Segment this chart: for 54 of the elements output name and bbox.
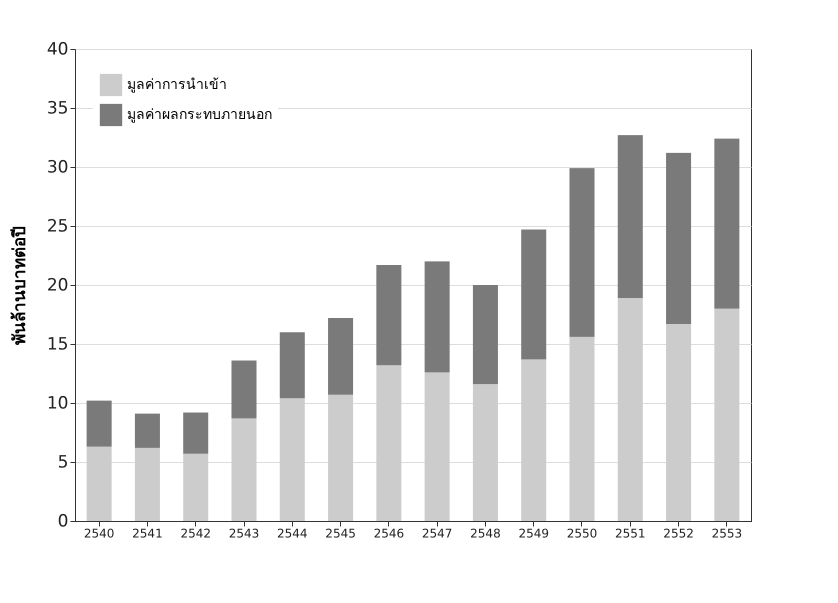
bar xyxy=(280,332,305,398)
bar xyxy=(134,448,160,521)
x-tick-label: 2547 xyxy=(422,526,452,540)
bar xyxy=(569,336,595,521)
x-tick-label: 2551 xyxy=(615,526,646,540)
bar xyxy=(183,454,208,521)
bar xyxy=(472,285,498,384)
bar xyxy=(569,168,595,337)
legend-label: มูลค่าการนำเข้า xyxy=(127,77,227,93)
x-tick-label: 2552 xyxy=(663,526,694,540)
bar xyxy=(666,152,692,324)
bar xyxy=(376,365,402,521)
bar xyxy=(472,384,498,521)
bar xyxy=(231,418,257,521)
y-tick-label: 0 xyxy=(58,512,68,532)
legend-label: มูลค่าผลกระทบภายนอก xyxy=(127,107,272,123)
bar xyxy=(328,394,354,521)
bar xyxy=(86,446,112,521)
y-tick-label: 30 xyxy=(46,158,68,178)
x-tick-label: 2541 xyxy=(132,526,163,540)
bar xyxy=(328,318,354,395)
x-tick-label: 2543 xyxy=(228,526,260,540)
y-tick-label: 10 xyxy=(46,394,68,414)
x-tick-label: 2550 xyxy=(566,526,598,540)
bar xyxy=(666,324,692,521)
x-tick-label: 2553 xyxy=(712,526,742,540)
bar xyxy=(521,230,546,360)
y-axis-title: พันล้านบาทต่อปี xyxy=(8,226,30,345)
y-tick-label: 15 xyxy=(46,334,68,354)
bar xyxy=(231,360,257,418)
x-tick-label: 2548 xyxy=(470,526,501,540)
bar xyxy=(521,359,546,521)
y-tick-label: 25 xyxy=(46,216,68,236)
x-tick-label: 2542 xyxy=(180,526,211,540)
bar xyxy=(86,400,112,447)
bar xyxy=(376,264,402,366)
bar xyxy=(280,398,305,521)
x-tick-label: 2540 xyxy=(84,526,114,540)
bar xyxy=(424,261,450,372)
bar xyxy=(183,412,208,454)
bar xyxy=(714,138,740,309)
y-tick-label: 5 xyxy=(58,452,68,472)
bar xyxy=(424,372,450,521)
x-tick-label: 2546 xyxy=(374,526,404,540)
y-tick-label: 35 xyxy=(46,98,68,118)
bar xyxy=(618,135,643,298)
bar xyxy=(134,414,160,448)
y-tick-label: 40 xyxy=(46,40,68,60)
bar xyxy=(714,308,740,521)
x-tick-label: 2549 xyxy=(518,526,549,540)
bar xyxy=(618,298,643,521)
x-tick-label: 2544 xyxy=(277,526,308,540)
y-tick-label: 20 xyxy=(46,276,68,296)
x-tick-label: 2545 xyxy=(325,526,356,540)
